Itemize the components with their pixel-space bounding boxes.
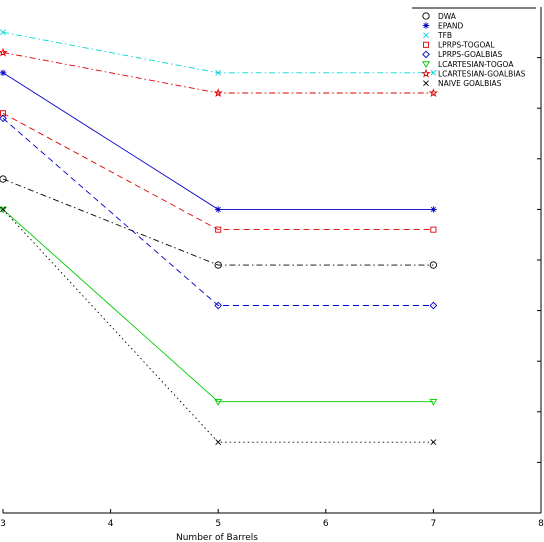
legend-label-5: LCARTESIAN-TOGOA <box>438 60 514 69</box>
series-5-point-0 <box>0 206 7 214</box>
series-line-2 <box>2 31 434 74</box>
series-5-point-1 <box>214 398 223 406</box>
series-line-6 <box>2 52 434 94</box>
series-6-point-0 <box>0 47 8 57</box>
series-6-point-1 <box>213 88 223 97</box>
series-2-point-0 <box>0 29 6 36</box>
series-2 <box>0 29 437 76</box>
legend-entry-0: DWA <box>422 12 457 21</box>
series-4-point-0 <box>0 114 7 123</box>
series-5 <box>0 206 438 406</box>
series-3 <box>0 110 437 233</box>
series-5-point-2 <box>429 398 438 406</box>
series-line-7 <box>2 209 434 443</box>
legend-label-6: LCARTESIAN-GOALBIAS <box>438 69 526 78</box>
legend-entry-5: LCARTESIAN-TOGOA <box>422 60 514 69</box>
series-7-point-1 <box>215 439 222 446</box>
series-2-point-1 <box>215 69 222 76</box>
series-line-3 <box>2 112 434 231</box>
legend: DWAEPANDTFBLPRPS-TOGOALLPRPS-GOALBIASLCA… <box>412 7 536 88</box>
series-4-point-1 <box>214 301 223 310</box>
x-tick-label-4: 4 <box>108 519 114 529</box>
series-1-point-2 <box>430 206 437 213</box>
x-tick-label-7: 7 <box>431 519 437 529</box>
series-3-point-1 <box>215 226 222 233</box>
series-6-point-2 <box>428 88 439 97</box>
legend-label-4: LPRPS-GOALBIAS <box>438 50 503 59</box>
legend-marker-5 <box>422 61 430 69</box>
x-axis-label: Number of Barrels <box>176 533 258 542</box>
series-line-5 <box>2 209 434 403</box>
legend-marker-3 <box>422 41 430 48</box>
series-7-point-2 <box>430 439 437 446</box>
series-2-point-2 <box>430 69 437 76</box>
legend-label-1: EPAND <box>438 21 464 30</box>
series-4 <box>0 114 438 310</box>
legend-marker-7 <box>423 80 429 87</box>
series-3-point-0 <box>0 110 7 117</box>
x-tick-label-8: 8 <box>538 519 544 529</box>
series-0-point-1 <box>214 261 222 269</box>
legend-marker-2 <box>423 32 429 39</box>
series-0 <box>0 175 438 269</box>
legend-marker-4 <box>422 50 430 59</box>
legend-label-7: NAIVE GOALBIAS <box>438 79 502 88</box>
series-6 <box>0 47 439 97</box>
legend-label-3: LPRPS-TOGOAL <box>438 41 495 50</box>
x-tick-label-6: 6 <box>323 519 329 529</box>
legend-label-2: TFB <box>437 31 452 40</box>
legend-marker-6 <box>421 68 431 78</box>
x-tick-label-5: 5 <box>215 519 221 529</box>
axes: 3 4 5 6 7 8 <box>0 7 544 529</box>
legend-entry-3: LPRPS-TOGOAL <box>422 41 495 50</box>
series-line-4 <box>2 117 434 306</box>
legend-entry-2: TFB <box>423 31 452 40</box>
series-1-point-1 <box>215 206 222 213</box>
x-tick-label-3: 3 <box>0 519 6 529</box>
legend-entry-7: NAIVE GOALBIAS <box>423 79 502 88</box>
series-7-point-0 <box>0 206 6 213</box>
series-1-point-0 <box>0 69 7 76</box>
series-4-point-2 <box>429 301 438 310</box>
series-layer <box>0 29 439 446</box>
legend-entry-6: LCARTESIAN-GOALBIAS <box>421 68 526 78</box>
series-7 <box>0 206 437 446</box>
legend-marker-0 <box>422 12 430 20</box>
series-3-point-2 <box>430 226 437 233</box>
series-1 <box>0 69 437 213</box>
series-line-0 <box>2 178 434 266</box>
legend-label-0: DWA <box>438 12 457 21</box>
series-0-point-0 <box>0 175 7 183</box>
legend-entry-1: EPAND <box>422 21 464 30</box>
series-0-point-2 <box>429 261 438 269</box>
legend-entry-4: LPRPS-GOALBIAS <box>422 50 503 59</box>
legend-marker-1 <box>422 22 430 29</box>
